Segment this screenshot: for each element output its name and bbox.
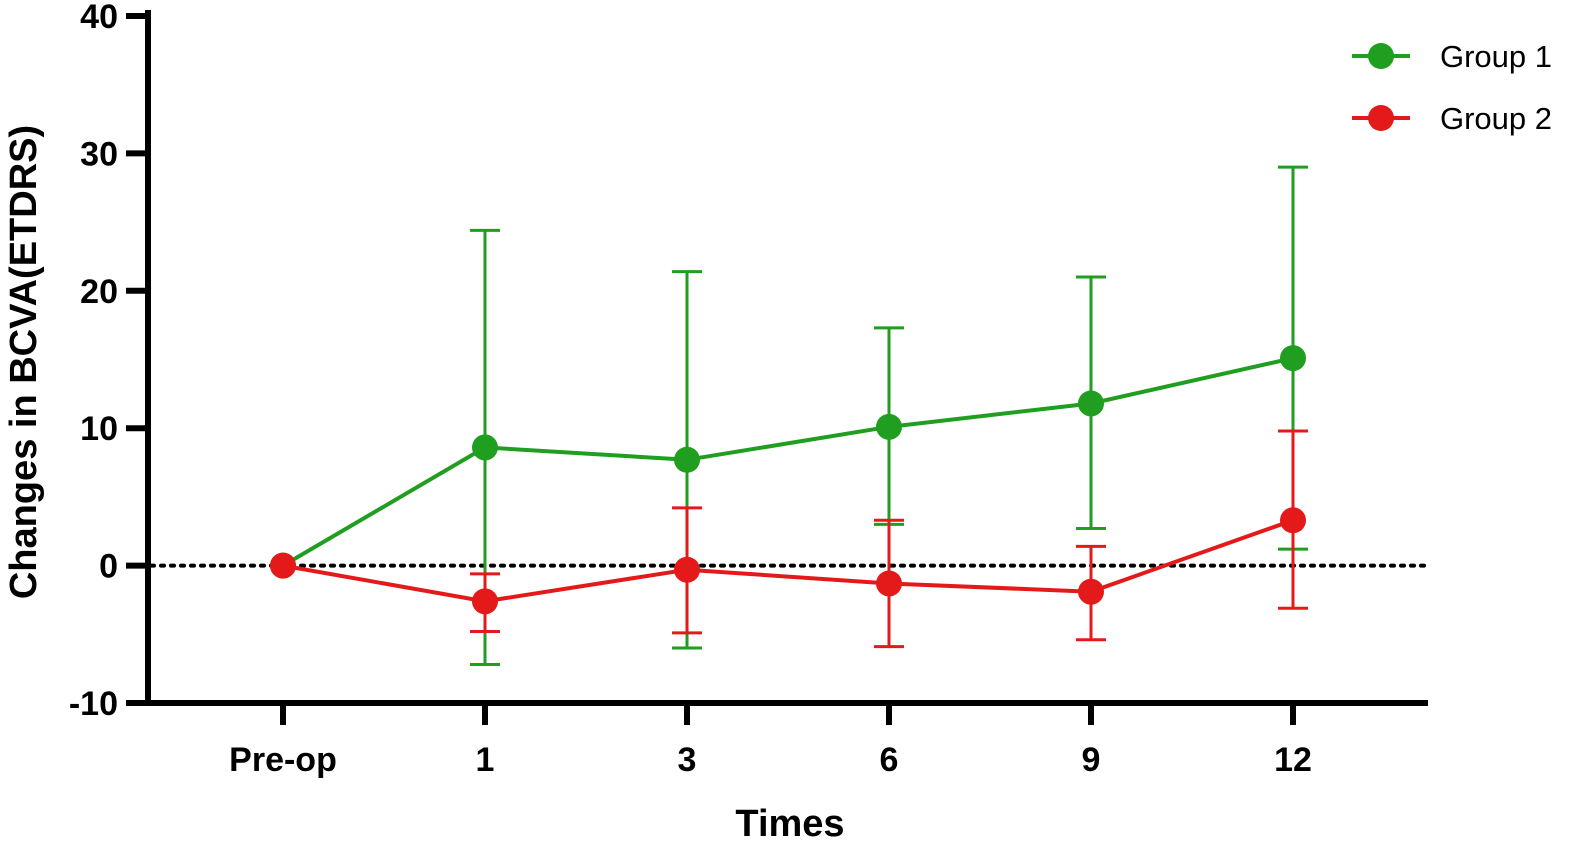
legend: Group 1 Group 2 bbox=[1352, 39, 1552, 136]
data-point bbox=[674, 446, 700, 473]
y-axis-title: Changes in BCVA(ETDRS) bbox=[3, 125, 45, 599]
legend-label: Group 2 bbox=[1440, 101, 1552, 136]
x-tick-label: 3 bbox=[678, 741, 697, 779]
plot-area: -10 0 10 20 30 40 Pre-op 1 3 6 9 12 Group 1 Group 2 bbox=[69, 0, 1552, 779]
legend-marker bbox=[1368, 43, 1394, 69]
series-line bbox=[282, 518, 1294, 604]
y-tick-label: 0 bbox=[99, 548, 118, 586]
x-tick-label: 9 bbox=[1082, 741, 1101, 779]
y-tick-label: 30 bbox=[80, 135, 118, 173]
data-point bbox=[1280, 507, 1306, 534]
legend-marker bbox=[1368, 105, 1394, 131]
data-point bbox=[472, 588, 498, 615]
series-2 bbox=[270, 429, 1308, 649]
series-line bbox=[281, 356, 1294, 568]
x-tick-label: 1 bbox=[476, 741, 495, 779]
x-tick-label: 6 bbox=[880, 741, 899, 779]
data-point bbox=[674, 556, 700, 583]
series-1 bbox=[270, 165, 1308, 667]
data-point bbox=[1280, 345, 1306, 372]
y-tick-label: 10 bbox=[80, 410, 118, 448]
x-axis-title: Times bbox=[735, 803, 844, 845]
y-tick-label: -10 bbox=[69, 685, 118, 723]
data-point bbox=[1078, 390, 1104, 417]
x-tick-label: 12 bbox=[1274, 741, 1312, 779]
data-point bbox=[270, 552, 296, 579]
data-point bbox=[876, 570, 902, 597]
y-tick-label: 40 bbox=[80, 0, 118, 36]
data-point bbox=[876, 413, 902, 440]
legend-label: Group 1 bbox=[1440, 39, 1552, 74]
data-point bbox=[1078, 578, 1104, 605]
x-tick-label: Pre-op bbox=[229, 741, 337, 779]
y-tick-label: 20 bbox=[80, 273, 118, 311]
data-point bbox=[472, 434, 498, 461]
